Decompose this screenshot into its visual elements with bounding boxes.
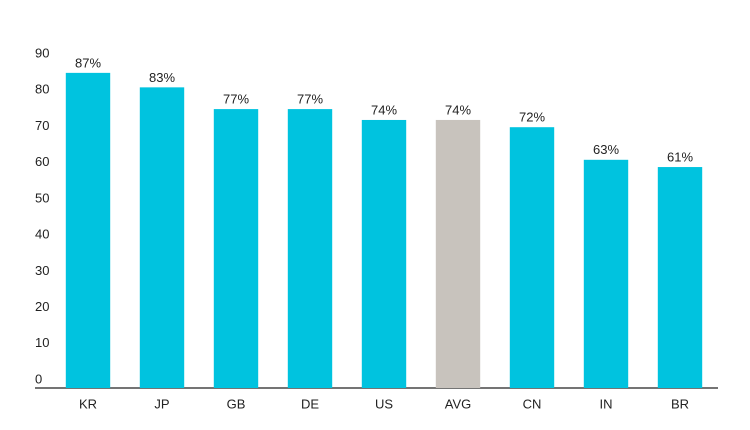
value-label: 83% — [149, 70, 175, 85]
value-label: 87% — [75, 55, 101, 70]
bar — [361, 119, 407, 388]
value-label: 77% — [223, 92, 249, 107]
bar — [509, 127, 555, 388]
y-tick-label: 50 — [35, 190, 49, 205]
bar — [435, 119, 481, 388]
x-tick-label: GB — [227, 396, 246, 411]
x-tick-label: KR — [79, 396, 97, 411]
bar — [287, 109, 333, 388]
bar — [657, 167, 703, 388]
x-tick-label: DE — [301, 396, 319, 411]
value-label: 61% — [667, 149, 693, 164]
y-tick-label: 30 — [35, 263, 49, 278]
y-tick-label: 10 — [35, 335, 49, 350]
y-tick-label: 70 — [35, 118, 49, 133]
value-label: 74% — [371, 102, 397, 117]
value-label: 77% — [297, 92, 323, 107]
bar — [139, 87, 185, 388]
x-tick-label: JP — [154, 396, 169, 411]
y-tick-label: 90 — [35, 45, 49, 60]
y-tick-label: 60 — [35, 154, 49, 169]
bar — [65, 72, 111, 388]
value-label: 74% — [445, 102, 471, 117]
bar — [583, 159, 629, 388]
y-tick-label: 40 — [35, 227, 49, 242]
y-tick-label: 20 — [35, 299, 49, 314]
x-tick-label: IN — [600, 396, 613, 411]
y-tick-label: 0 — [35, 371, 42, 386]
x-tick-label: CN — [523, 396, 542, 411]
x-tick-label: AVG — [445, 396, 472, 411]
y-tick-label: 80 — [35, 82, 49, 97]
bar — [213, 109, 259, 388]
x-tick-label: BR — [671, 396, 689, 411]
value-label: 72% — [519, 110, 545, 125]
x-tick-label: US — [375, 396, 393, 411]
value-label: 63% — [593, 142, 619, 157]
